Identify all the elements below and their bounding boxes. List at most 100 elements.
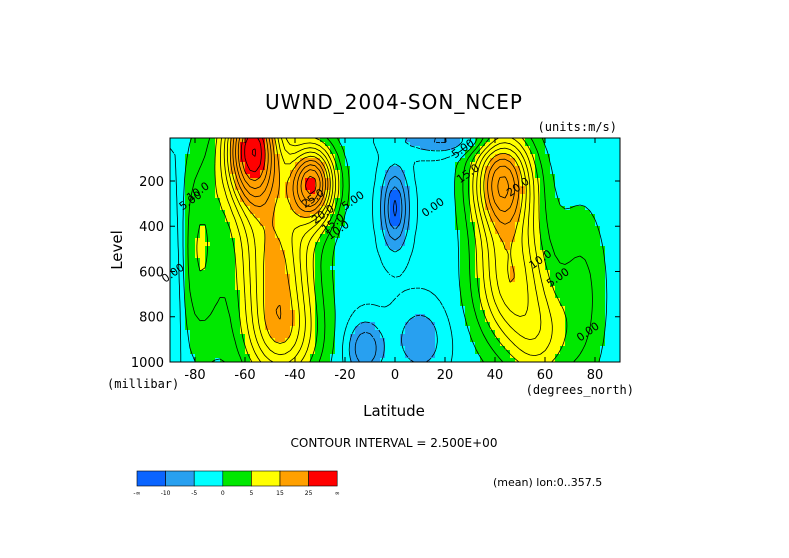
contour-fill-cell xyxy=(255,266,261,271)
contour-fill-cell xyxy=(580,206,586,211)
contour-fill-cell xyxy=(270,174,276,179)
contour-fill-cell xyxy=(230,254,236,259)
contour-fill-cell xyxy=(345,350,351,355)
contour-fill-cell xyxy=(435,342,441,347)
contour-fill-cell xyxy=(395,186,401,191)
contour-fill-cell xyxy=(475,310,481,315)
contour-fill-cell xyxy=(435,182,441,187)
contour-fill-cell xyxy=(285,222,291,227)
contour-fill-cell xyxy=(230,178,236,183)
contour-fill-cell xyxy=(525,218,531,223)
contour-fill-cell xyxy=(420,330,426,335)
contour-fill-cell xyxy=(435,174,441,179)
contour-fill-cell xyxy=(490,354,496,359)
contour-fill-cell xyxy=(605,162,611,167)
contour-fill-cell xyxy=(405,214,411,219)
contour-fill-cell xyxy=(250,246,256,251)
contour-fill-cell xyxy=(255,270,261,275)
contour-fill-cell xyxy=(250,342,256,347)
contour-fill-cell xyxy=(335,222,341,227)
contour-fill-cell xyxy=(595,238,601,243)
contour-fill-cell xyxy=(325,170,331,175)
contour-fill-cell xyxy=(565,314,571,319)
contour-fill-cell xyxy=(315,150,321,155)
contour-fill-cell xyxy=(610,170,616,175)
contour-fill-cell xyxy=(205,350,211,355)
contour-fill-cell xyxy=(595,138,601,143)
contour-fill-cell xyxy=(450,174,456,179)
contour-fill-cell xyxy=(270,262,276,267)
contour-fill-cell xyxy=(525,238,531,243)
contour-fill-cell xyxy=(520,258,526,263)
contour-fill-cell xyxy=(405,174,411,179)
contour-fill-cell xyxy=(220,286,226,291)
contour-fill-cell xyxy=(375,262,381,267)
contour-fill-cell xyxy=(350,138,356,143)
contour-fill-cell xyxy=(410,330,416,335)
contour-fill-cell xyxy=(290,162,296,167)
contour-fill-cell xyxy=(320,314,326,319)
contour-fill-cell xyxy=(470,138,476,143)
contour-fill-cell xyxy=(335,334,341,339)
contour-fill-cell xyxy=(580,342,586,347)
contour-fill-cell xyxy=(465,334,471,339)
contour-fill-cell xyxy=(600,262,606,267)
contour-fill-cell xyxy=(265,174,271,179)
contour-fill-cell xyxy=(360,178,366,183)
contour-fill-cell xyxy=(465,278,471,283)
contour-fill-cell xyxy=(290,222,296,227)
contour-fill-cell xyxy=(575,346,581,351)
contour-fill-cell xyxy=(175,214,181,219)
contour-fill-cell xyxy=(245,254,251,259)
contour-fill-cell xyxy=(435,330,441,335)
contour-fill-cell xyxy=(415,186,421,191)
contour-fill-cell xyxy=(565,178,571,183)
contour-fill-cell xyxy=(550,234,556,239)
contour-fill-cell xyxy=(420,286,426,291)
contour-fill-cell xyxy=(235,258,241,263)
contour-fill-cell xyxy=(565,170,571,175)
contour-fill-cell xyxy=(345,238,351,243)
contour-fill-cell xyxy=(275,354,281,359)
contour-fill-cell xyxy=(445,238,451,243)
contour-fill-cell xyxy=(195,298,201,303)
contour-fill-cell xyxy=(210,282,216,287)
contour-fill-cell xyxy=(470,314,476,319)
contour-fill-cell xyxy=(480,246,486,251)
contour-fill-cell xyxy=(350,250,356,255)
contour-fill-cell xyxy=(250,154,256,159)
contour-fill-cell xyxy=(485,266,491,271)
contour-fill-cell xyxy=(455,166,461,171)
contour-fill-cell xyxy=(565,214,571,219)
contour-fill-cell xyxy=(365,318,371,323)
contour-fill-cell xyxy=(245,214,251,219)
contour-fill-cell xyxy=(220,202,226,207)
contour-fill-cell xyxy=(360,174,366,179)
contour-fill-cell xyxy=(545,142,551,147)
contour-fill-cell xyxy=(515,298,521,303)
contour-fill-cell xyxy=(215,158,221,163)
contour-fill-cell xyxy=(590,302,596,307)
contour-fill-cell xyxy=(340,214,346,219)
contour-fill-cell xyxy=(495,278,501,283)
contour-fill-cell xyxy=(575,154,581,159)
contour-fill-cell xyxy=(310,342,316,347)
contour-fill-cell xyxy=(375,266,381,271)
contour-fill-cell xyxy=(195,210,201,215)
contour-fill-cell xyxy=(455,190,461,195)
contour-fill-cell xyxy=(580,286,586,291)
contour-fill-cell xyxy=(230,358,236,362)
contour-fill-cell xyxy=(410,190,416,195)
contour-fill-cell xyxy=(480,158,486,163)
contour-fill-cell xyxy=(520,322,526,327)
contour-fill-cell xyxy=(375,202,381,207)
contour-fill-cell xyxy=(395,170,401,175)
contour-fill-cell xyxy=(180,310,186,315)
contour-fill-cell xyxy=(525,342,531,347)
contour-fill-cell xyxy=(565,294,571,299)
contour-fill-cell xyxy=(465,270,471,275)
contour-fill-cell xyxy=(510,270,516,275)
contour-fill-cell xyxy=(465,138,471,143)
contour-fill-cell xyxy=(550,166,556,171)
contour-fill-cell xyxy=(440,186,446,191)
